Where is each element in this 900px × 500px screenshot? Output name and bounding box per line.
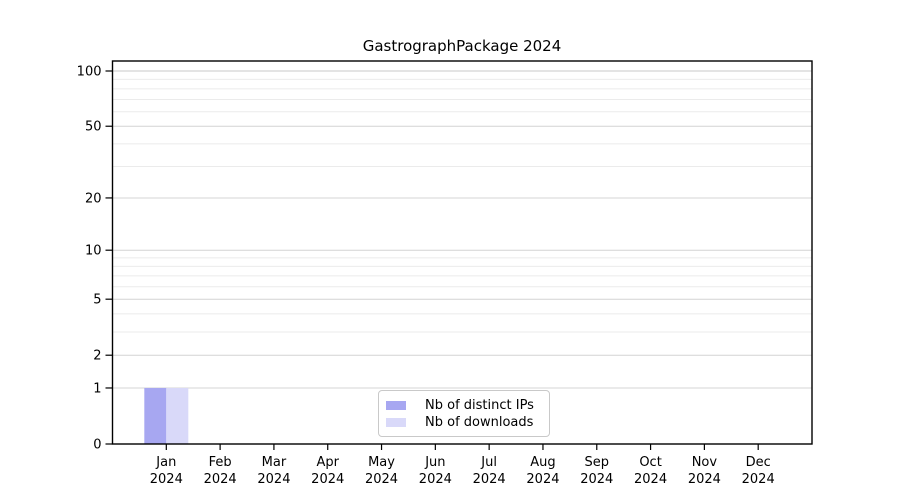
x-tick-label-year: 2024 [311,472,344,487]
x-tick-label-month: Jun [424,455,445,470]
x-tick-label-year: 2024 [204,472,237,487]
x-tick-label-year: 2024 [419,472,452,487]
legend-label-distinct-ips: Nb of distinct IPs [425,398,534,413]
legend-item-downloads: Nb of downloads [386,414,549,431]
legend-item-distinct-ips: Nb of distinct IPs [386,397,549,414]
y-tick-label: 2 [93,349,101,364]
plot-frame [111,60,813,445]
x-tick-label-month: Oct [639,455,661,470]
x-tick-label-month: Nov [692,455,718,470]
x-tick-label-year: 2024 [365,472,398,487]
bar-downloads-jan [166,387,189,444]
x-tick-label-month: Apr [316,455,339,470]
y-tick-label: 0 [93,438,101,453]
x-tick-label-year: 2024 [257,472,290,487]
x-tick-label-year: 2024 [526,472,559,487]
x-tick-label-month: Dec [746,455,771,470]
x-tick-label-month: Aug [530,455,555,470]
x-tick-label-month: Jan [155,455,176,470]
y-tick-label: 100 [77,65,102,80]
x-tick-label-year: 2024 [580,472,613,487]
x-tick-label-month: Mar [262,455,287,470]
legend-label-downloads: Nb of downloads [425,415,534,430]
x-tick-label-year: 2024 [473,472,506,487]
x-tick-label-year: 2024 [688,472,721,487]
y-tick-label: 1 [93,381,101,396]
legend-swatch-distinct-ips [386,401,406,410]
y-tick-label: 50 [85,120,102,135]
x-tick-label-month: Feb [209,455,232,470]
y-tick-label: 20 [85,191,102,206]
y-tick-label: 10 [85,244,102,259]
chart-title: GastrographPackage 2024 [362,37,562,55]
x-tick-label-year: 2024 [634,472,667,487]
x-tick-label-month: Jul [480,455,497,470]
bar-distinct-ips-jan [144,387,167,444]
x-tick-label-year: 2024 [742,472,775,487]
x-tick-label-month: May [368,455,395,470]
y-tick-label: 5 [93,293,101,308]
x-tick-label-year: 2024 [150,472,183,487]
x-tick-label-month: Sep [585,455,610,470]
legend: Nb of distinct IPs Nb of downloads [378,390,550,437]
legend-swatch-downloads [386,418,406,427]
